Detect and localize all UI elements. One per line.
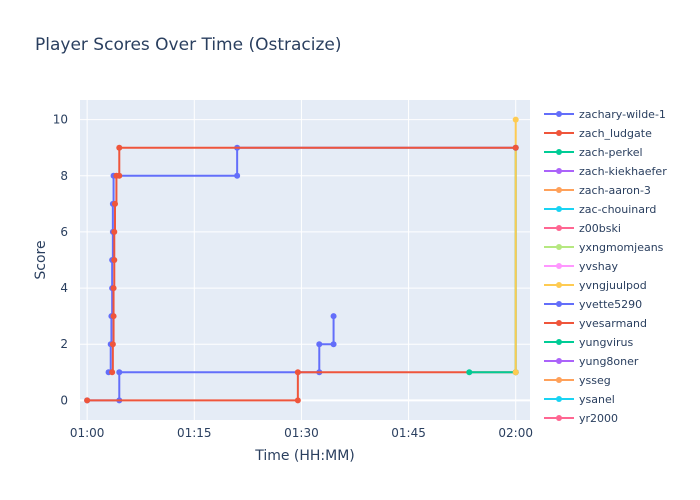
chart-title: Player Scores Over Time (Ostracize) [35, 35, 342, 55]
legend[interactable]: zachary-wilde-1 zach_ludgate zach-perkel za… [544, 108, 667, 425]
series-line [87, 371, 516, 402]
data-point [512, 116, 519, 123]
y-tick-label: 8 [60, 169, 68, 183]
legend-item[interactable]: yungvirus [544, 336, 633, 349]
data-point [116, 144, 123, 151]
legend-item[interactable]: yvngjuulpod [544, 279, 647, 292]
y-tick-label: 2 [60, 337, 68, 351]
legend-item[interactable]: zac-chouinard [544, 203, 656, 216]
legend-swatch-marker [556, 263, 562, 269]
data-point [330, 341, 337, 348]
x-tick-label: 01:30 [284, 426, 319, 440]
data-point [466, 369, 473, 376]
legend-label: zac-chouinard [579, 203, 656, 216]
data-point [109, 341, 116, 348]
x-tick-label: 01:15 [177, 426, 212, 440]
legend-swatch-marker [556, 187, 562, 193]
legend-swatch-marker [556, 225, 562, 231]
x-axis-ticks: 01:00 01:15 01:30 01:45 02:00 [70, 426, 533, 440]
legend-label: yvesarmand [579, 317, 647, 330]
legend-label: yvshay [579, 260, 618, 273]
legend-swatch-marker [556, 358, 562, 364]
plot-area [80, 100, 530, 420]
legend-swatch-marker [556, 168, 562, 174]
legend-label: zach-kiekhaefer [579, 165, 667, 178]
data-point [110, 285, 117, 292]
x-tick-label: 01:45 [391, 426, 426, 440]
legend-swatch-marker [556, 415, 562, 421]
data-point [111, 228, 118, 235]
legend-label: yvngjuulpod [579, 279, 647, 292]
data-point [294, 369, 301, 376]
legend-label: zachary-wilde-1 [579, 108, 666, 121]
data-point [111, 257, 118, 263]
legend-swatch-marker [556, 244, 562, 250]
data-point [116, 172, 123, 179]
legend-swatch-marker [556, 396, 562, 402]
series-yvngjuulpod [512, 116, 519, 376]
legend-item[interactable]: ysanel [544, 393, 615, 406]
legend-label: yxngmomjeans [579, 241, 664, 254]
legend-item[interactable]: zach_ludgate [544, 127, 652, 140]
legend-label: yung8oner [579, 355, 639, 368]
legend-item[interactable]: yr2000 [544, 412, 618, 425]
data-point [84, 397, 91, 404]
legend-item[interactable]: z00bski [544, 222, 621, 235]
legend-swatch-marker [556, 320, 562, 326]
y-tick-label: 0 [60, 393, 68, 407]
legend-label: yungvirus [579, 336, 633, 349]
series-layer [84, 116, 519, 404]
legend-label: zach-aaron-3 [579, 184, 651, 197]
data-point [316, 341, 323, 348]
legend-item[interactable]: yung8oner [544, 355, 639, 368]
legend-item[interactable]: zach-perkel [544, 146, 643, 159]
data-point [294, 397, 301, 404]
legend-swatch-marker [556, 339, 562, 345]
legend-item[interactable]: yxngmomjeans [544, 241, 664, 254]
data-point [109, 369, 116, 376]
legend-swatch-marker [556, 377, 562, 383]
y-axis-ticks: 0 2 4 6 8 10 [53, 113, 68, 408]
x-axis-title: Time (HH:MM) [254, 448, 355, 464]
data-point [116, 369, 123, 376]
legend-swatch-marker [556, 206, 562, 212]
legend-swatch-marker [556, 130, 562, 136]
data-point [330, 313, 337, 320]
legend-item[interactable]: yvshay [544, 260, 618, 273]
legend-swatch-marker [556, 111, 562, 117]
series-yvesarmand [109, 144, 519, 376]
legend-swatch-marker [556, 301, 562, 307]
y-tick-label: 10 [53, 113, 68, 127]
legend-item[interactable]: zach-kiekhaefer [544, 165, 667, 178]
legend-label: yvette5290 [579, 298, 642, 311]
data-point [512, 369, 519, 376]
legend-swatch-marker [556, 149, 562, 155]
legend-item[interactable]: zach-aaron-3 [544, 184, 651, 197]
legend-label: z00bski [579, 222, 621, 235]
data-point [234, 172, 241, 179]
legend-item[interactable]: ysseg [544, 374, 611, 387]
data-point [110, 313, 117, 320]
legend-label: zach-perkel [579, 146, 643, 159]
legend-item[interactable]: zachary-wilde-1 [544, 108, 666, 121]
y-tick-label: 6 [60, 225, 68, 239]
legend-item[interactable]: yvette5290 [544, 298, 642, 311]
x-tick-label: 01:00 [70, 426, 105, 440]
grid [80, 100, 530, 420]
data-point [112, 200, 118, 207]
x-tick-label: 02:00 [498, 426, 533, 440]
legend-label: ysanel [579, 393, 615, 406]
y-tick-label: 4 [60, 281, 68, 295]
legend-item[interactable]: yvesarmand [544, 317, 647, 330]
legend-label: ysseg [579, 374, 611, 387]
legend-label: yr2000 [579, 412, 618, 425]
legend-swatch-marker [556, 282, 562, 288]
legend-label: zach_ludgate [579, 127, 652, 140]
y-axis-title: Score [33, 240, 49, 279]
data-point [512, 144, 519, 151]
